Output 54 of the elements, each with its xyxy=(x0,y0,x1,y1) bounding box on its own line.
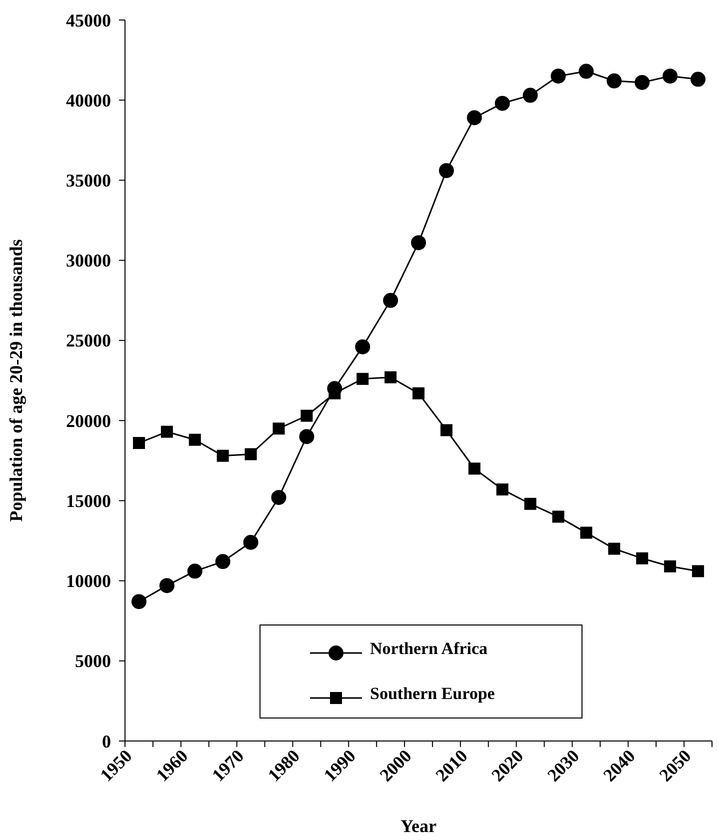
y-axis-title: Population of age 20-29 in thousands xyxy=(6,239,26,522)
point xyxy=(299,429,314,444)
point xyxy=(550,68,566,84)
y-tick-label: 25000 xyxy=(66,330,111,351)
legend-label: Southern Europe xyxy=(370,684,496,703)
point xyxy=(411,235,426,250)
y-tick-label: 20000 xyxy=(66,410,111,431)
y-tick-label: 30000 xyxy=(66,250,111,271)
point xyxy=(132,436,145,449)
point xyxy=(440,424,452,436)
point xyxy=(131,594,146,610)
point xyxy=(383,292,398,308)
point xyxy=(438,163,454,178)
y-tick-label: 45000 xyxy=(66,10,111,30)
point xyxy=(524,498,536,510)
point xyxy=(578,64,594,79)
point xyxy=(664,560,676,572)
point xyxy=(159,578,174,594)
point xyxy=(522,88,538,103)
y-tick-label: 35000 xyxy=(66,170,111,191)
y-tick-label: 40000 xyxy=(66,90,111,110)
point xyxy=(160,426,173,438)
point xyxy=(384,371,397,384)
point xyxy=(468,462,480,475)
legend-label: Northern Africa xyxy=(370,638,488,658)
point xyxy=(356,372,369,385)
point xyxy=(188,434,201,446)
point xyxy=(271,490,286,505)
point xyxy=(634,74,650,90)
point xyxy=(244,448,257,460)
y-tick-label: 5000 xyxy=(75,651,111,672)
y-tick-label: 15000 xyxy=(66,490,111,511)
point xyxy=(552,510,564,523)
point xyxy=(692,565,704,578)
point xyxy=(494,96,510,111)
point xyxy=(187,564,202,579)
point xyxy=(580,526,592,539)
point xyxy=(272,422,285,435)
point xyxy=(215,554,230,570)
point xyxy=(216,450,229,462)
point xyxy=(355,339,370,354)
point xyxy=(690,72,706,87)
x-axis-title: Year xyxy=(400,816,436,836)
point xyxy=(636,552,648,564)
point xyxy=(300,410,313,422)
point xyxy=(608,542,620,555)
point xyxy=(466,110,482,126)
y-tick-label: 0 xyxy=(102,731,111,752)
point xyxy=(606,73,622,88)
point xyxy=(662,68,678,84)
point xyxy=(243,534,258,550)
point xyxy=(412,387,424,400)
point xyxy=(496,483,508,496)
y-tick-label: 10000 xyxy=(66,571,111,592)
